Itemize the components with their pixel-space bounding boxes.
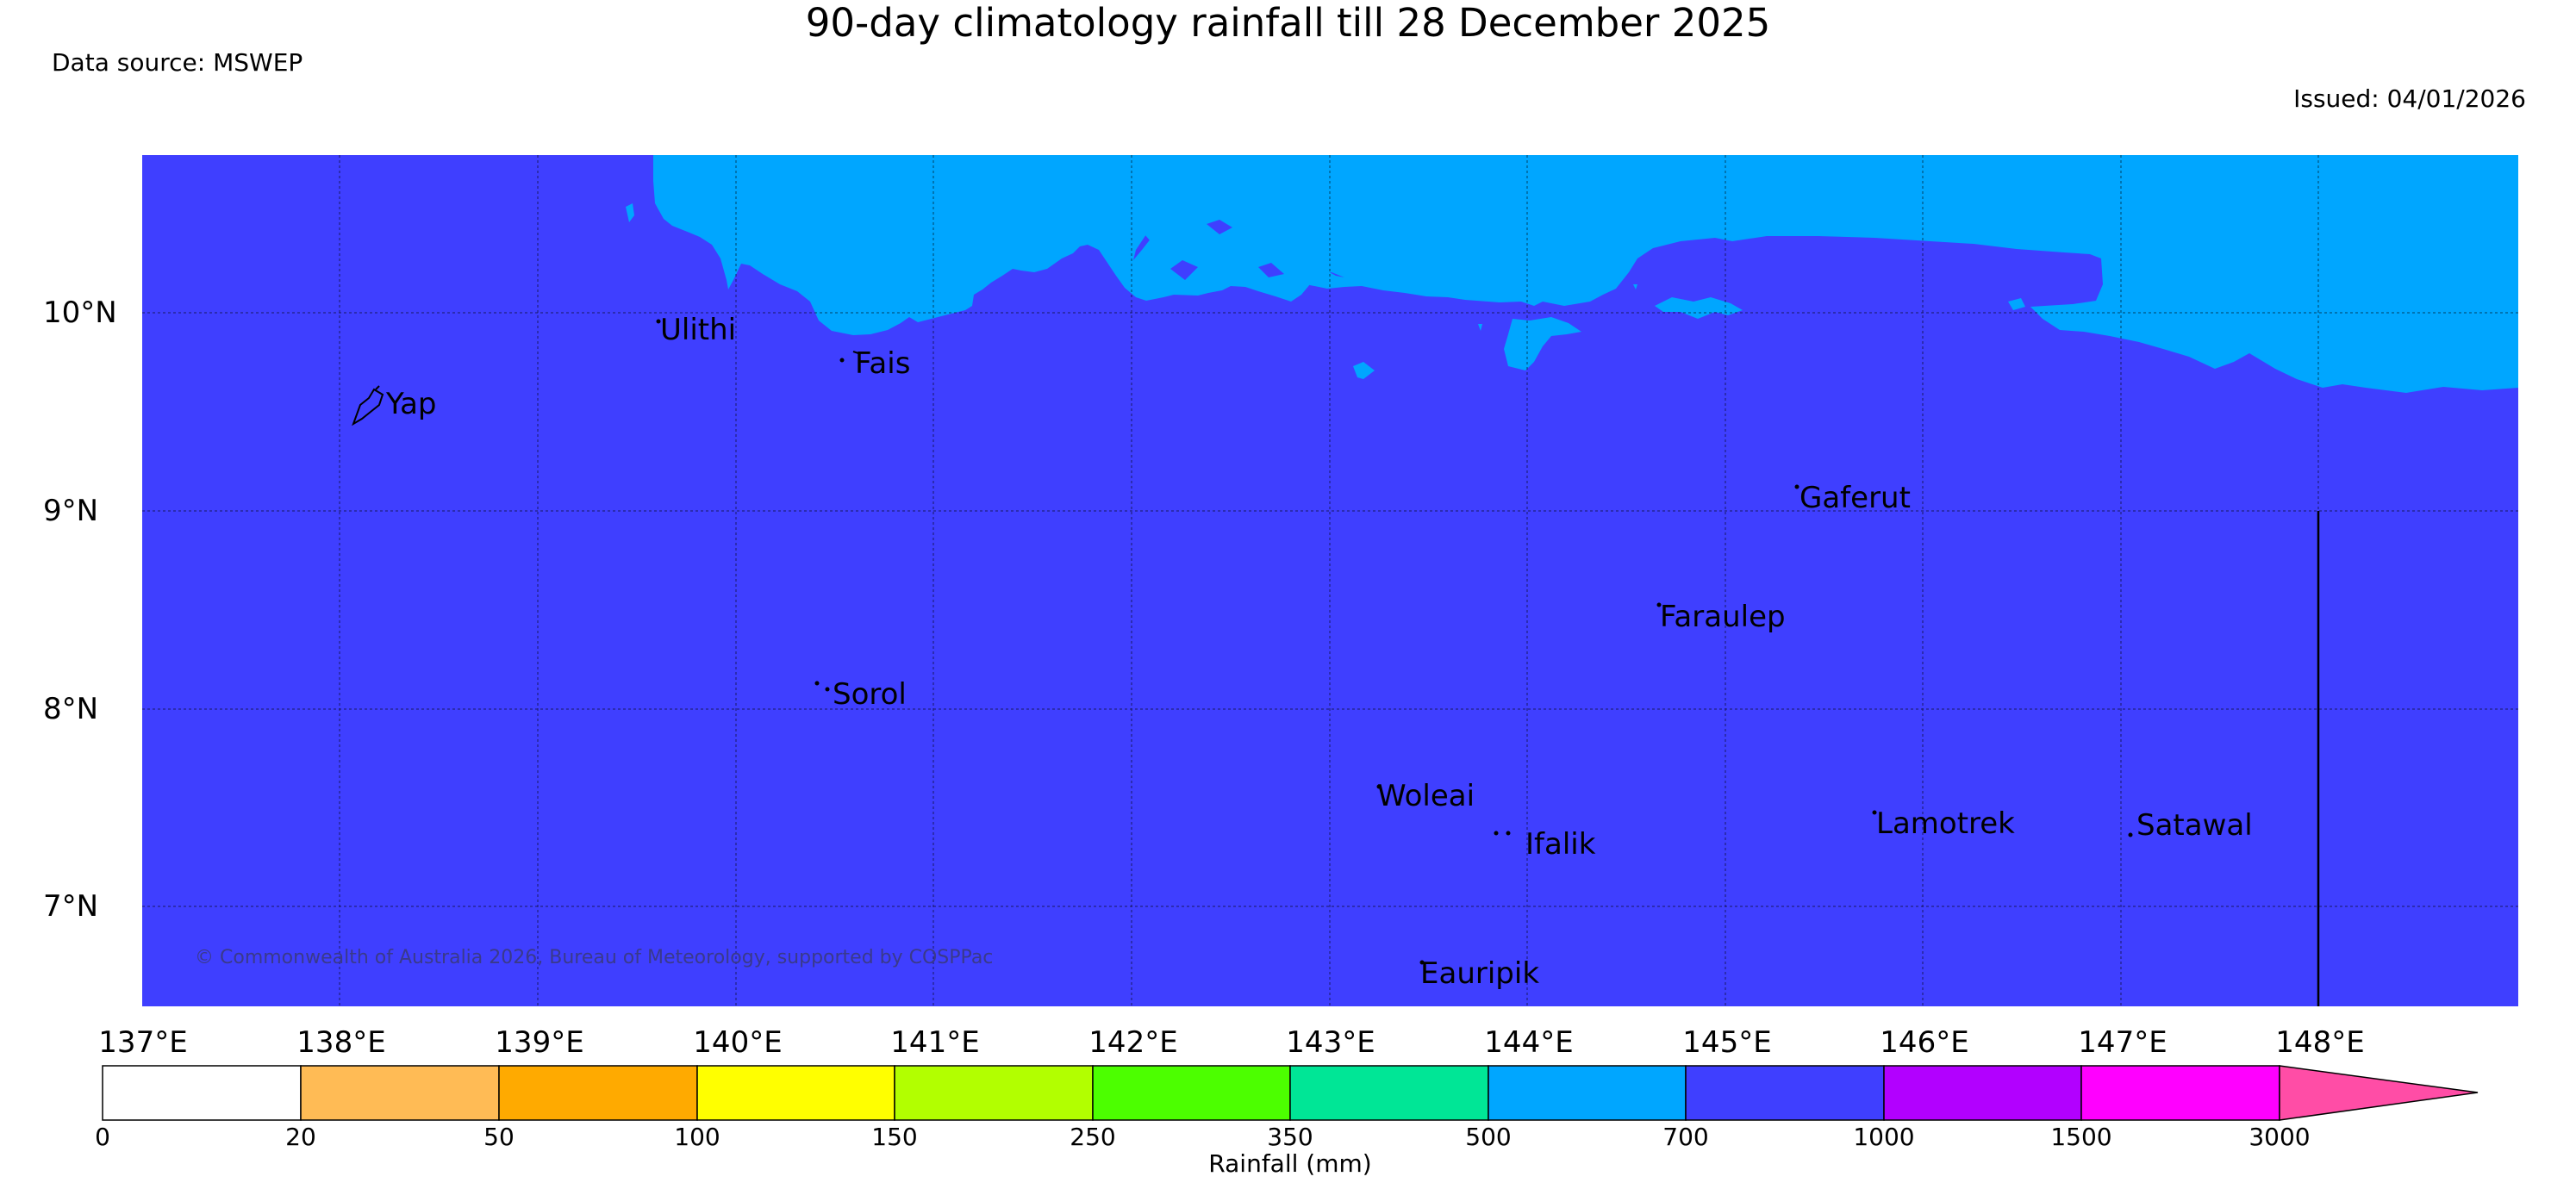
colorbar-label: 50 — [483, 1123, 515, 1151]
place-label-satawal: Satawal — [2136, 808, 2253, 843]
colorbar-label: 250 — [1070, 1123, 1116, 1151]
map-title: 90-day climatology rainfall till 28 Dece… — [805, 0, 1771, 46]
colorbar-label: 1500 — [2050, 1123, 2112, 1151]
place-label-yap: Yap — [386, 387, 437, 421]
rainfall-pocket — [1258, 263, 1284, 277]
lon-label-140e: 140°E — [693, 1025, 783, 1060]
colorbar-bin-1000-1500 — [1883, 1065, 2082, 1121]
place-label-faraulep: Faraulep — [1660, 600, 1786, 634]
rainfall-patch — [1504, 317, 1581, 370]
colorbar-bin-20-50 — [300, 1065, 500, 1121]
rainfall-field-500-700 — [653, 155, 2518, 393]
data-source-label: Data source: MSWEP — [52, 48, 303, 77]
lon-label-139e: 139°E — [495, 1025, 584, 1060]
colorbar-label: 20 — [285, 1123, 316, 1151]
yap-island-outline — [352, 388, 384, 426]
colorbar-label: 1000 — [1853, 1123, 1915, 1151]
place-label-lamotrek: Lamotrek — [1876, 806, 2015, 841]
lon-label-142e: 142°E — [1088, 1025, 1178, 1060]
rainfall-patch — [1353, 362, 1375, 379]
rainfall-patch — [1633, 284, 1637, 289]
lon-label-143e: 143°E — [1286, 1025, 1375, 1060]
colorbar-extend-arrow — [2279, 1065, 2479, 1121]
colorbar-bin-150-250 — [894, 1065, 1094, 1121]
lat-label-10n: 10°N — [43, 296, 117, 330]
lon-label-146e: 146°E — [1880, 1025, 1969, 1060]
colorbar-bin-100-150 — [696, 1065, 895, 1121]
place-label-woleai: Woleai — [1377, 779, 1475, 813]
rainfall-patch — [1478, 324, 1482, 331]
rainfall-pocket — [1170, 260, 1198, 280]
place-label-gaferut: Gaferut — [1799, 481, 1911, 515]
rainfall-patch — [626, 203, 634, 222]
graticule — [142, 155, 2518, 1006]
place-label-fais: Fais — [855, 346, 911, 381]
colorbar-label: 350 — [1267, 1123, 1313, 1151]
issued-date-label: Issued: 04/01/2026 — [2293, 84, 2526, 113]
colorbar-label: 500 — [1465, 1123, 1512, 1151]
lon-label-138e: 138°E — [296, 1025, 386, 1060]
colorbar — [102, 1065, 2479, 1121]
colorbar-bin-250-350 — [1092, 1065, 1291, 1121]
place-label-ulithi: Ulithi — [660, 313, 737, 347]
copyright-notice: © Commonwealth of Australia 2026, Bureau… — [195, 947, 994, 968]
colorbar-bin-1500-3000 — [2080, 1065, 2280, 1121]
rainfall-patch — [1655, 297, 1743, 319]
colorbar-label: 3000 — [2249, 1123, 2311, 1151]
lat-label-9n: 9°N — [43, 494, 99, 528]
lat-label-7n: 7°N — [43, 889, 99, 924]
lon-label-147e: 147°E — [2078, 1025, 2167, 1060]
lon-label-145e: 145°E — [1682, 1025, 1772, 1060]
colorbar-bin-350-500 — [1289, 1065, 1489, 1121]
lon-label-148e: 148°E — [2275, 1025, 2365, 1060]
colorbar-label: 0 — [95, 1123, 110, 1151]
place-label-ifalik: Ifalik — [1525, 827, 1596, 862]
colorbar-label: 100 — [674, 1123, 720, 1151]
place-label-eauripik: Eauripik — [1420, 956, 1540, 991]
colorbar-label: 700 — [1662, 1123, 1709, 1151]
rainfall-patch — [2008, 298, 2025, 310]
colorbar-bin-500-700 — [1488, 1065, 1687, 1121]
colorbar-label: 150 — [871, 1123, 918, 1151]
place-label-sorol: Sorol — [833, 677, 907, 712]
rainfall-pocket — [1207, 220, 1232, 234]
lat-label-8n: 8°N — [43, 692, 99, 726]
lon-label-141e: 141°E — [890, 1025, 980, 1060]
colorbar-bin-700-1000 — [1685, 1065, 1885, 1121]
colorbar-bin-50-100 — [498, 1065, 698, 1121]
colorbar-bin-0-20 — [102, 1065, 302, 1121]
lon-label-137e: 137°E — [98, 1025, 188, 1060]
island-markers — [352, 319, 2133, 965]
colorbar-title: Rainfall (mm) — [1208, 1149, 1372, 1178]
lon-label-144e: 144°E — [1484, 1025, 1574, 1060]
